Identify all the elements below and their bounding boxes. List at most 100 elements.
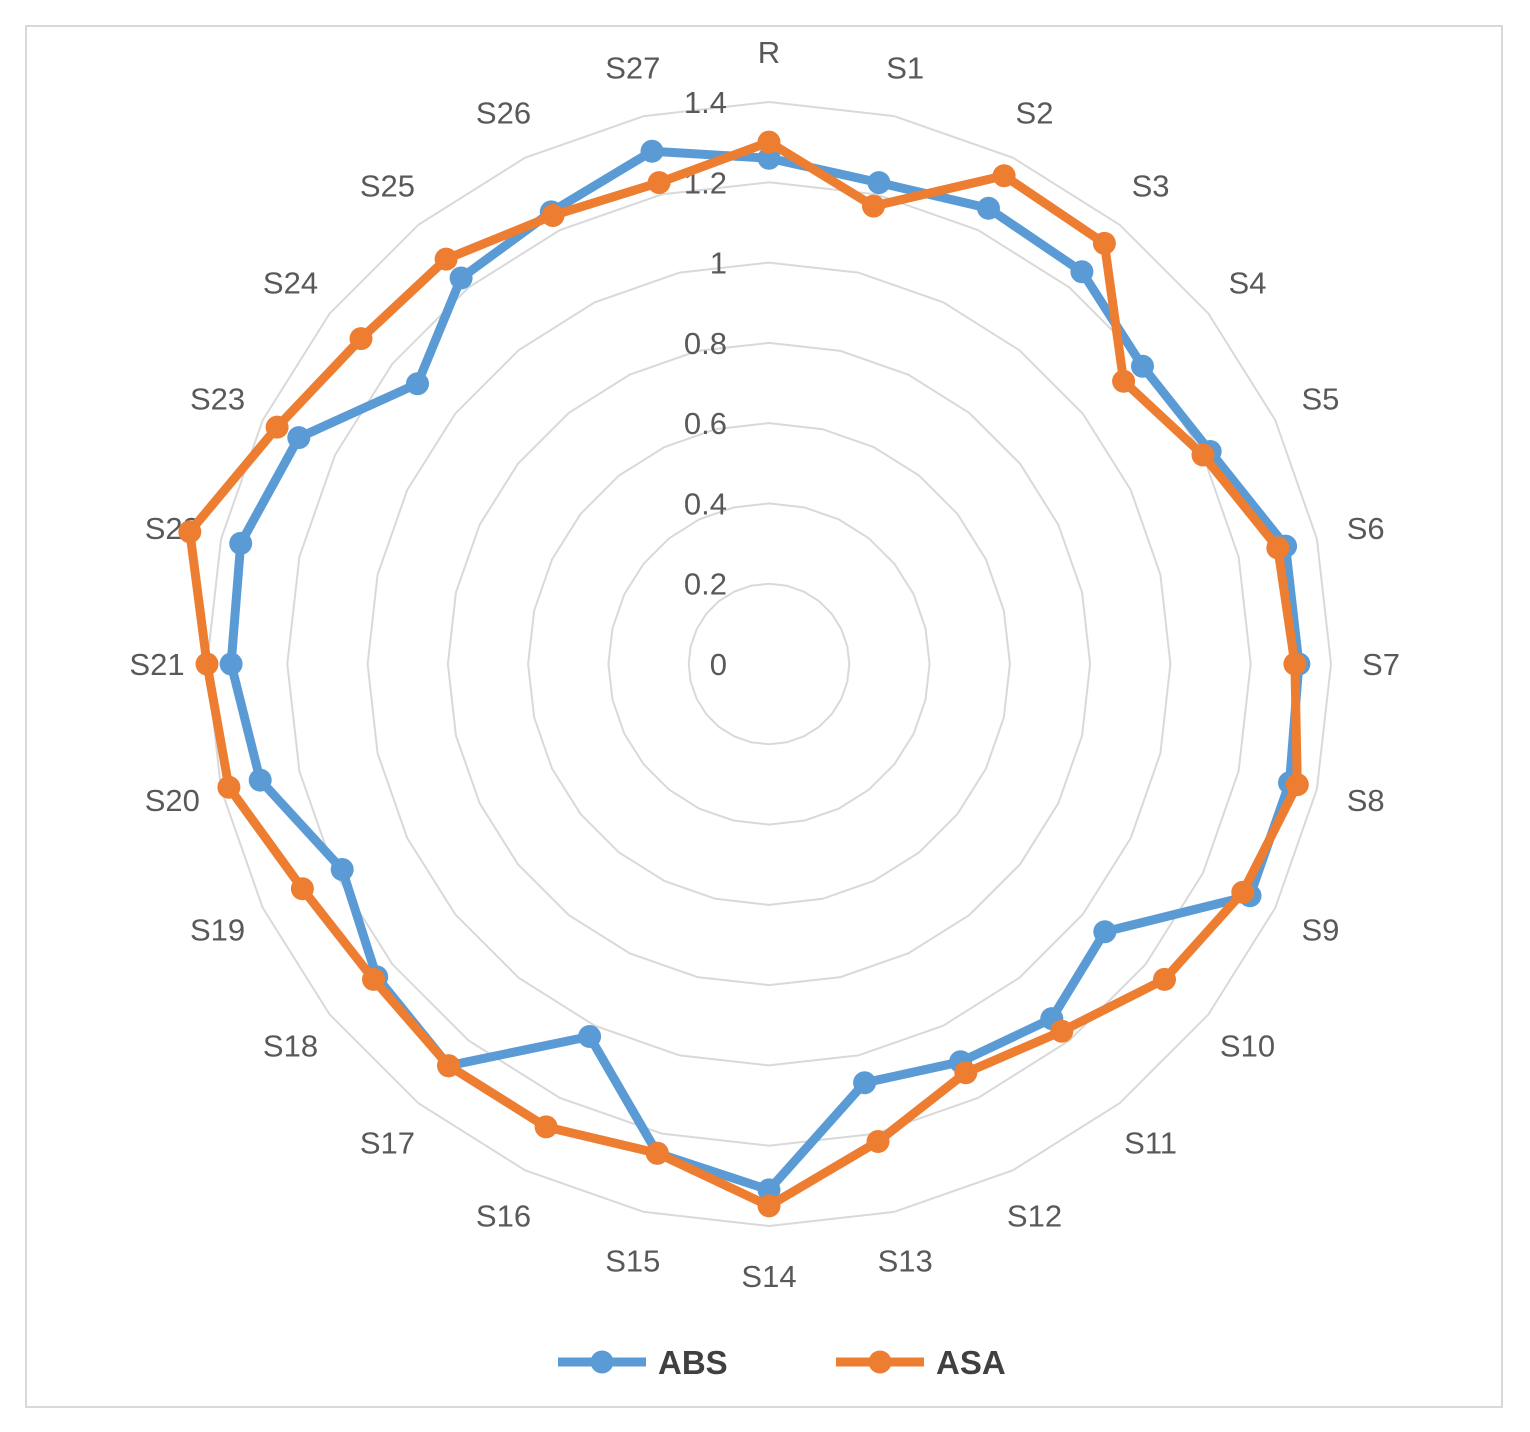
category-label: S4 bbox=[1229, 265, 1267, 300]
data-point-abs bbox=[1070, 260, 1094, 284]
data-point-abs bbox=[1131, 354, 1154, 378]
tick-label: 0.2 bbox=[684, 567, 727, 602]
data-point-abs bbox=[406, 372, 429, 396]
data-point-abs bbox=[640, 139, 664, 163]
tick-label: 1 bbox=[710, 246, 727, 281]
category-label: S5 bbox=[1301, 382, 1339, 417]
category-label: S25 bbox=[360, 169, 415, 204]
data-point-abs bbox=[287, 426, 311, 450]
data-point-abs bbox=[229, 531, 253, 555]
category-label: S20 bbox=[145, 783, 200, 818]
data-point-abs bbox=[578, 1025, 602, 1048]
data-point-asa bbox=[195, 652, 219, 676]
tick-label: 0 bbox=[710, 647, 727, 682]
category-label: S14 bbox=[741, 1259, 796, 1294]
category-label: S2 bbox=[1016, 96, 1054, 131]
data-point-asa bbox=[757, 130, 781, 154]
grid-ring bbox=[366, 261, 1172, 1067]
legend-swatch-marker bbox=[590, 1350, 614, 1374]
data-point-asa bbox=[437, 1054, 461, 1078]
data-point-asa bbox=[992, 164, 1016, 188]
category-label: S18 bbox=[263, 1029, 318, 1064]
data-point-asa bbox=[1283, 652, 1307, 676]
data-point-asa bbox=[1266, 536, 1290, 560]
category-label: S16 bbox=[476, 1198, 531, 1233]
category-label: S23 bbox=[190, 382, 245, 417]
category-label: S8 bbox=[1347, 783, 1385, 818]
category-label: S13 bbox=[878, 1244, 933, 1279]
data-point-asa bbox=[645, 1141, 669, 1165]
data-point-asa bbox=[1153, 967, 1176, 991]
data-point-asa bbox=[757, 1194, 781, 1218]
category-label: S9 bbox=[1301, 913, 1339, 948]
category-label: S21 bbox=[129, 647, 184, 682]
category-label: S10 bbox=[1220, 1029, 1275, 1064]
data-point-asa bbox=[362, 967, 385, 991]
data-point-abs bbox=[449, 266, 473, 290]
category-labels: R S1 S2 S3 S4 S5 S6 S7 S8 S9 S10 S11 S12 S13 S14 S15 S16… bbox=[129, 35, 1400, 1294]
data-point-asa bbox=[265, 415, 289, 439]
category-label: S17 bbox=[360, 1126, 415, 1161]
grid-ring bbox=[286, 181, 1252, 1147]
category-label: S3 bbox=[1132, 169, 1170, 204]
data-point-asa bbox=[1191, 443, 1215, 467]
data-point-abs bbox=[977, 196, 1000, 220]
category-label: S15 bbox=[605, 1244, 660, 1279]
data-point-asa bbox=[349, 327, 373, 351]
legend: ABS ASA bbox=[558, 1344, 1006, 1381]
legend-item-abs: ABS bbox=[558, 1344, 728, 1381]
grid-ring bbox=[527, 422, 1011, 906]
category-label: R bbox=[758, 35, 780, 70]
series-line-asa bbox=[185, 137, 1302, 1211]
category-label: S6 bbox=[1347, 511, 1385, 546]
data-point-abs bbox=[248, 768, 272, 792]
legend-label: ABS bbox=[658, 1344, 728, 1381]
data-point-asa bbox=[434, 247, 458, 271]
radar-grid bbox=[205, 100, 1333, 1228]
category-label: S19 bbox=[190, 913, 245, 948]
data-point-abs bbox=[757, 1178, 781, 1202]
data-point-asa bbox=[217, 775, 241, 799]
grid-ring bbox=[607, 502, 931, 826]
data-point-abs bbox=[219, 652, 243, 676]
tick-label: 1.4 bbox=[684, 85, 727, 120]
grid-ring bbox=[687, 582, 851, 746]
data-point-abs bbox=[853, 1071, 877, 1095]
grid-ring bbox=[446, 341, 1092, 987]
data-point-asa bbox=[534, 1115, 558, 1139]
data-point-asa bbox=[1050, 1019, 1074, 1043]
data-point-asa bbox=[1285, 773, 1309, 797]
data-point-asa bbox=[1112, 369, 1136, 393]
data-point-asa bbox=[541, 204, 565, 227]
data-point-asa bbox=[290, 877, 314, 901]
legend-label: ASA bbox=[936, 1344, 1006, 1381]
series-layer bbox=[178, 130, 1311, 1218]
data-point-asa bbox=[954, 1061, 978, 1085]
data-point-abs bbox=[330, 858, 354, 881]
data-point-abs bbox=[1093, 920, 1117, 944]
chart-frame bbox=[25, 25, 1503, 1408]
legend-swatch-marker bbox=[868, 1350, 892, 1374]
category-label: S24 bbox=[263, 265, 318, 300]
radial-tick-labels: 00.20.40.60.811.21.4 bbox=[684, 85, 727, 682]
category-label: S12 bbox=[1007, 1198, 1062, 1233]
data-point-asa bbox=[1231, 880, 1255, 904]
data-point-asa bbox=[1092, 231, 1116, 255]
category-label: S7 bbox=[1362, 647, 1400, 682]
category-label: S26 bbox=[476, 96, 531, 131]
grid-ring bbox=[205, 100, 1333, 1228]
data-point-asa bbox=[178, 520, 202, 544]
data-point-asa bbox=[866, 1130, 890, 1153]
legend-item-asa: ASA bbox=[836, 1344, 1006, 1381]
data-point-asa bbox=[862, 194, 885, 218]
data-point-abs bbox=[867, 171, 891, 195]
tick-label: 0.6 bbox=[684, 406, 727, 441]
data-point-asa bbox=[647, 171, 671, 195]
tick-label: 0.8 bbox=[684, 326, 727, 361]
data-point-abs bbox=[757, 146, 781, 170]
tick-label: 0.4 bbox=[684, 486, 727, 521]
category-label: S27 bbox=[605, 50, 660, 85]
category-label: S11 bbox=[1124, 1126, 1177, 1161]
category-label: S1 bbox=[886, 50, 924, 85]
